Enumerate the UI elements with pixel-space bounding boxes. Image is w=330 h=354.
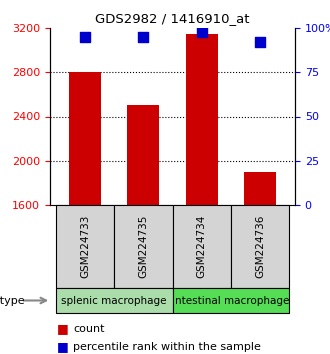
Text: ■: ■ — [57, 322, 68, 336]
Bar — [127, 105, 159, 205]
Text: count: count — [73, 324, 105, 334]
Bar — [173, 205, 231, 288]
Text: GSM224736: GSM224736 — [255, 215, 265, 278]
Text: intestinal macrophage: intestinal macrophage — [172, 296, 289, 306]
Point — [82, 34, 88, 40]
Text: splenic macrophage: splenic macrophage — [61, 296, 167, 306]
Title: GDS2982 / 1416910_at: GDS2982 / 1416910_at — [95, 12, 250, 25]
Text: cell type: cell type — [0, 296, 25, 306]
Point — [257, 39, 263, 45]
Text: percentile rank within the sample: percentile rank within the sample — [73, 342, 261, 352]
Point — [199, 29, 204, 34]
Bar — [185, 34, 218, 205]
Bar — [244, 172, 276, 205]
Text: ■: ■ — [57, 340, 68, 353]
Bar — [56, 288, 173, 313]
Text: GSM224734: GSM224734 — [197, 215, 207, 278]
Bar — [114, 205, 173, 288]
Text: GSM224735: GSM224735 — [138, 215, 148, 278]
Bar — [69, 72, 101, 205]
Bar — [231, 205, 289, 288]
Point — [141, 34, 146, 40]
Bar — [173, 288, 289, 313]
Bar — [56, 205, 114, 288]
Text: GSM224733: GSM224733 — [80, 215, 90, 278]
